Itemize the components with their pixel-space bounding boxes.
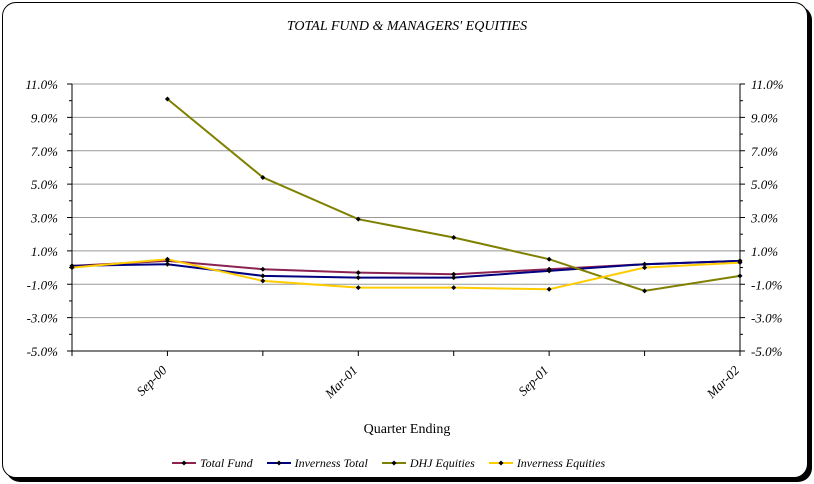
- y-tick-label-right: 3.0%: [750, 211, 778, 226]
- data-point-dhj-equities: [451, 235, 457, 241]
- x-tick-label: Sep-00: [133, 362, 169, 398]
- data-point-dhj-equities: [642, 288, 648, 294]
- y-tick-label-right: -3.0%: [751, 311, 783, 326]
- y-tick-label-right: 1.0%: [751, 244, 778, 259]
- y-tick-label-left: -3.0%: [27, 311, 59, 326]
- legend-swatch: [381, 460, 406, 466]
- legend: Total Fund Inverness Total DHJ Equities Inv…: [172, 454, 619, 472]
- series-line-inverness-equities: [71, 258, 741, 291]
- legend-item-total-fund: Total Fund: [172, 456, 253, 471]
- data-point-inverness-total: [546, 268, 552, 274]
- data-point-dhj-equities: [737, 273, 743, 279]
- series-line-total-fund: [71, 259, 741, 276]
- legend-swatch: [266, 460, 291, 466]
- y-tick-label-right: -5.0%: [751, 344, 783, 359]
- y-tick-label-right: 7.0%: [751, 144, 778, 159]
- y-tick-label-right: 11.0%: [751, 77, 784, 92]
- legend-swatch: [172, 460, 196, 466]
- data-point-dhj-equities: [355, 216, 361, 222]
- y-tick-label-left: 11.0%: [25, 77, 58, 92]
- x-tick-label: Sep-01: [515, 363, 551, 399]
- legend-swatch: [488, 460, 513, 466]
- chart-title: TOTAL FUND & MANAGERS' EQUITIES: [286, 19, 528, 34]
- data-point-total-fund: [260, 266, 266, 272]
- data-point-dhj-equities: [164, 96, 170, 102]
- legend-item-inverness-total: Inverness Total: [266, 455, 368, 471]
- data-point-dhj-equities: [546, 256, 552, 262]
- y-tick-label-right: 5.0%: [751, 177, 778, 192]
- legend-label: Inverness Total: [294, 455, 368, 470]
- y-tick-label-left: 5.0%: [31, 177, 58, 192]
- data-point-total-fund: [355, 270, 361, 276]
- data-point-inverness-equities: [355, 285, 361, 291]
- y-tick-label-left: 3.0%: [30, 211, 58, 226]
- data-point-inverness-total: [164, 261, 170, 267]
- data-point-inverness-equities: [737, 260, 743, 266]
- series-line-inverness-total: [71, 259, 741, 279]
- legend-label: Total Fund: [200, 455, 253, 470]
- legend-label: Inverness Equities: [516, 455, 606, 470]
- x-axis-label: Quarter Ending: [363, 422, 451, 437]
- y-tick-label-left: 1.0%: [31, 244, 58, 259]
- y-tick-label-left: 7.0%: [31, 144, 58, 159]
- chart-frame: [2, 2, 808, 478]
- data-point-dhj-equities: [260, 174, 266, 180]
- data-point-inverness-equities: [451, 285, 457, 291]
- x-tick-label: Mar-02: [703, 362, 743, 402]
- data-point-inverness-equities: [642, 265, 648, 271]
- data-point-inverness-equities: [164, 256, 170, 262]
- data-point-inverness-equities: [546, 286, 552, 292]
- y-tick-label-right: -1.0%: [751, 277, 783, 292]
- y-tick-label-left: -5.0%: [27, 344, 59, 359]
- y-tick-label-right: 9.0%: [751, 110, 778, 125]
- y-tick-label-left: 9.0%: [31, 110, 58, 125]
- legend-item-dhj-equities: DHJ Equities: [381, 455, 475, 471]
- legend-item-inverness-equities: Inverness Equities: [488, 455, 606, 471]
- data-point-inverness-total: [355, 275, 361, 281]
- data-point-inverness-total: [260, 273, 266, 279]
- data-point-inverness-equities: [260, 278, 266, 284]
- legend-label: DHJ Equities: [409, 455, 475, 470]
- data-point-inverness-equities: [69, 265, 75, 271]
- data-point-inverness-total: [642, 261, 648, 267]
- series-line-dhj-equities: [166, 98, 741, 292]
- x-tick-label: Mar-01: [321, 363, 360, 402]
- data-point-inverness-total: [451, 275, 457, 281]
- data-point-total-fund: [451, 271, 457, 277]
- y-tick-label-left: -1.0%: [27, 277, 59, 292]
